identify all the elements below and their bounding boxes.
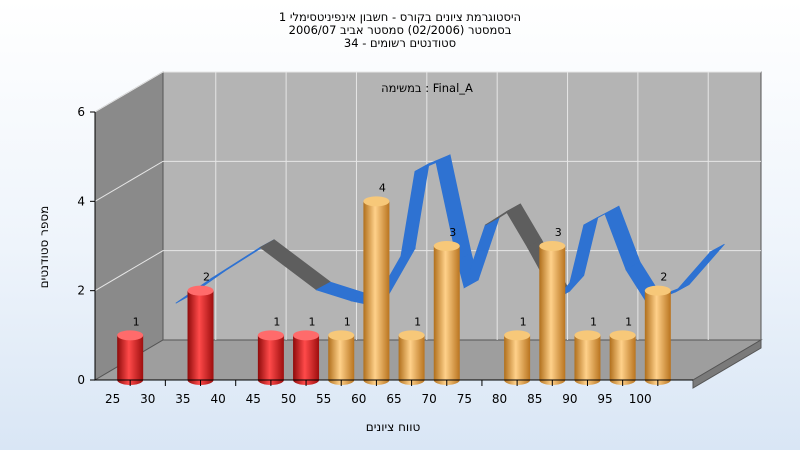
bar-body bbox=[539, 246, 566, 385]
bar: 1 bbox=[293, 315, 320, 385]
data-label: 1 bbox=[133, 315, 140, 328]
x-tick-label: 35 bbox=[175, 392, 190, 406]
x-tick-label: 65 bbox=[386, 392, 401, 406]
bar-cap bbox=[328, 330, 355, 341]
bar-cap bbox=[539, 241, 566, 251]
x-tick-label: 30 bbox=[140, 392, 155, 406]
bar: 1 bbox=[574, 315, 601, 385]
h-gridline bbox=[94, 71, 761, 113]
h-gridline bbox=[94, 160, 761, 202]
bar-body bbox=[644, 290, 671, 385]
data-label: 3 bbox=[555, 226, 562, 239]
data-label: 1 bbox=[625, 315, 632, 328]
y-axis: 0 2 4 6 bbox=[77, 105, 96, 387]
bar: 3 bbox=[433, 226, 460, 385]
bar-body bbox=[363, 201, 390, 385]
title-line-3: סטודנטים רשומים - 34 bbox=[344, 36, 456, 50]
x-tick-label: 90 bbox=[562, 392, 577, 406]
chart-subtitle: במשימה : Final_A bbox=[381, 81, 473, 95]
bar-cap bbox=[187, 285, 214, 296]
x-tick-label: 80 bbox=[492, 392, 507, 406]
title-line-1: היסטוגרמת ציונים בקורס - חשבון אינפיניטס… bbox=[279, 10, 521, 24]
data-label: 1 bbox=[309, 315, 316, 328]
bar: 1 bbox=[609, 315, 636, 385]
bar-body bbox=[328, 335, 355, 385]
bar: 1 bbox=[328, 315, 355, 385]
bar-cap bbox=[644, 285, 671, 296]
bar: 3 bbox=[539, 226, 566, 385]
data-label: 1 bbox=[414, 315, 421, 328]
bar: 1 bbox=[117, 315, 144, 385]
x-tick-label: 85 bbox=[527, 392, 542, 406]
x-tick-label: 70 bbox=[422, 392, 437, 406]
bar: 2 bbox=[187, 271, 214, 385]
bars-group: 1 2 1 1 1 4 1 3 1 3 1 1 2 bbox=[117, 181, 671, 385]
bar-cap bbox=[504, 330, 531, 341]
floor-right-edge bbox=[692, 339, 762, 389]
data-label: 3 bbox=[449, 226, 456, 239]
data-label: 2 bbox=[660, 271, 667, 284]
bar-body bbox=[504, 335, 531, 385]
bar-cap bbox=[574, 330, 601, 341]
bar: 1 bbox=[257, 315, 284, 385]
bar-body bbox=[117, 335, 144, 385]
bar-cap bbox=[433, 241, 460, 251]
x-tick-label: 100 bbox=[629, 392, 652, 406]
y-tick-label: 0 bbox=[77, 373, 85, 387]
bar-cap bbox=[363, 196, 390, 207]
y-tick-label: 4 bbox=[77, 194, 85, 208]
data-label: 1 bbox=[520, 315, 527, 328]
data-label: 1 bbox=[344, 315, 351, 328]
x-axis-title: טווח ציונים bbox=[366, 420, 421, 434]
x-axis: 25 30 35 40 45 50 55 60 65 70 75 80 85 90 95 100 bbox=[95, 379, 693, 406]
x-tick-label: 75 bbox=[457, 392, 472, 406]
x-tick-label: 60 bbox=[351, 392, 366, 406]
x-tick-label: 25 bbox=[105, 392, 120, 406]
bar-body bbox=[257, 335, 284, 385]
bar: 1 bbox=[398, 315, 425, 385]
bar: 2 bbox=[644, 271, 671, 385]
back-wall bbox=[162, 71, 762, 341]
data-label: 4 bbox=[379, 181, 386, 194]
bar-body bbox=[433, 246, 460, 385]
data-label: 1 bbox=[273, 315, 280, 328]
x-tick-label: 40 bbox=[210, 392, 225, 406]
bar-cap bbox=[293, 330, 320, 341]
bar-body bbox=[398, 335, 425, 385]
x-tick-label: 55 bbox=[316, 392, 331, 406]
data-label: 2 bbox=[203, 271, 210, 284]
y-axis-title: מספר סטודנטים bbox=[37, 206, 51, 289]
bar-cap bbox=[609, 330, 636, 341]
title-line-2: בסמסטר (02/2006) סמסטר אביב 2006/07 bbox=[289, 23, 512, 37]
y-tick-label: 6 bbox=[77, 105, 85, 119]
bar-body bbox=[187, 290, 214, 385]
chart-title: היסטוגרמת ציונים בקורס - חשבון אינפיניטס… bbox=[279, 10, 521, 50]
x-tick-label: 50 bbox=[281, 392, 296, 406]
bar-cap bbox=[257, 330, 284, 341]
data-label: 1 bbox=[590, 315, 597, 328]
bar: 4 bbox=[363, 181, 390, 385]
x-tick-label: 95 bbox=[597, 392, 612, 406]
bar-cap bbox=[117, 330, 144, 341]
x-tick-label: 45 bbox=[246, 392, 261, 406]
bar-cap bbox=[398, 330, 425, 341]
bar-body bbox=[574, 335, 601, 385]
bar-body bbox=[609, 335, 636, 385]
ribbon-segment bbox=[674, 243, 725, 293]
y-tick-label: 2 bbox=[77, 284, 85, 298]
bar: 1 bbox=[504, 315, 531, 385]
bar-body bbox=[293, 335, 320, 385]
